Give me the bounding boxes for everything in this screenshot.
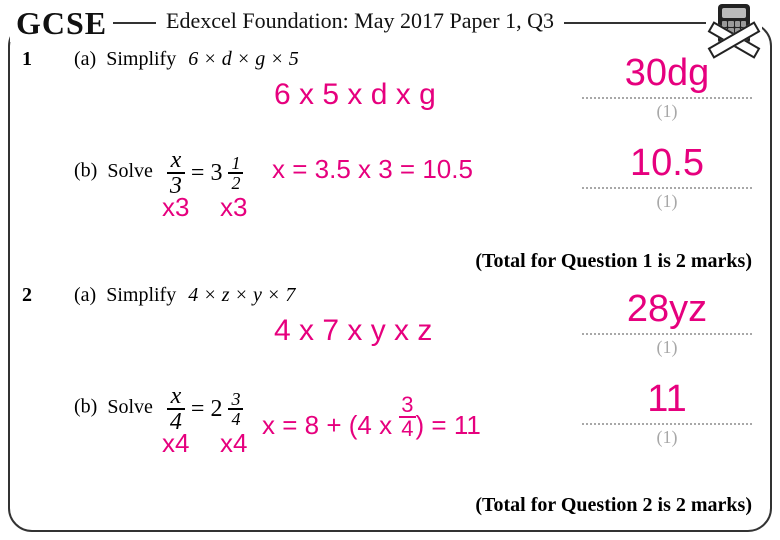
q1b-marks: (1) <box>582 191 752 212</box>
q2b-mult-right: x4 <box>220 428 247 459</box>
answer-line <box>582 333 752 335</box>
q2-part-b: (b) Solve x4 = 2 34 x4 x4 x = 8 + (4 x 3… <box>74 384 758 494</box>
q2a-prompt: Simplify <box>106 284 176 306</box>
q1b-label: (b) <box>74 160 97 182</box>
q2b-equation: x4 = 2 34 <box>167 384 244 434</box>
q2b-working: x = 8 + (4 x 34) = 11 <box>262 394 481 441</box>
q1b-prompt: Solve <box>107 160 153 182</box>
q1b-working: x = 3.5 x 3 = 10.5 <box>272 154 473 185</box>
question-2: 2 (a) Simplify 4 × z × y × 7 4 x 7 x y x… <box>22 284 758 524</box>
q1b-mult-left: x3 <box>162 192 189 223</box>
q1-part-b: (b) Solve x3 = 3 12 x3 x3 x = 3.5 x 3 = … <box>74 148 758 248</box>
q2-part-a: (a) Simplify 4 × z × y × 7 4 x 7 x y x z… <box>74 284 758 384</box>
q2b-answer-slot: 11 (1) <box>582 378 752 448</box>
q2b-working-post: ) = 11 <box>416 410 481 440</box>
q1-total: (Total for Question 1 is 2 marks) <box>475 250 752 273</box>
q2b-prompt: Solve <box>107 396 153 418</box>
q1a-marks: (1) <box>582 101 752 122</box>
q1a-answer-slot: 30dg (1) <box>582 52 752 122</box>
q1a-working: 6 x 5 x d x g <box>274 78 436 112</box>
question-1: 1 (a) Simplify 6 × d × g × 5 6 x 5 x d x… <box>22 48 758 278</box>
q1a-answer: 30dg <box>582 52 752 95</box>
q2-number: 2 <box>22 284 32 307</box>
q2b-rhs-whole: 2 <box>210 396 222 423</box>
q1b-mult-right: x3 <box>220 192 247 223</box>
content-area: 1 (a) Simplify 6 × d × g × 5 6 x 5 x d x… <box>22 48 758 526</box>
exam-title: Edexcel Foundation: May 2017 Paper 1, Q3 <box>156 8 564 34</box>
q2b-rhs-num: 3 <box>228 390 243 410</box>
q1b-answer-slot: 10.5 (1) <box>582 142 752 212</box>
q1b-answer: 10.5 <box>582 142 752 185</box>
q2b-marks: (1) <box>582 427 752 448</box>
q2a-answer-slot: 28yz (1) <box>582 288 752 358</box>
q1-number: 1 <box>22 48 32 71</box>
answer-line <box>582 187 752 189</box>
q1b-rhs-den: 2 <box>228 174 243 192</box>
q2a-expression: 4 × z × y × 7 <box>188 284 295 306</box>
q2a-answer: 28yz <box>582 288 752 331</box>
q2-total: (Total for Question 2 is 2 marks) <box>475 494 752 517</box>
q1-part-a: (a) Simplify 6 × d × g × 5 6 x 5 x d x g… <box>74 48 758 148</box>
q2a-label: (a) <box>74 284 96 306</box>
q1a-prompt: Simplify <box>106 48 176 70</box>
answer-line <box>582 97 752 99</box>
q1a-label: (a) <box>74 48 96 70</box>
q1a-expression: 6 × d × g × 5 <box>188 48 299 70</box>
q2b-lhs-num: x <box>167 384 185 410</box>
q2b-working-frac-d: 4 <box>399 418 415 440</box>
gcse-badge: GCSE <box>10 5 113 42</box>
answer-line <box>582 423 752 425</box>
q2a-working: 4 x 7 x y x z <box>274 314 432 348</box>
q2b-working-pre: x = 8 + (4 x <box>262 410 399 440</box>
q1b-lhs-num: x <box>167 148 185 174</box>
q2b-answer: 11 <box>582 378 752 421</box>
q1b-equation: x3 = 3 12 <box>167 148 244 198</box>
q1b-rhs-num: 1 <box>228 154 243 174</box>
q2b-working-frac-n: 3 <box>399 394 415 418</box>
q2b-rhs-den: 4 <box>228 410 243 428</box>
q2a-marks: (1) <box>582 337 752 358</box>
q1b-rhs-whole: 3 <box>210 160 222 187</box>
q2b-label: (b) <box>74 396 97 418</box>
q2b-mult-left: x4 <box>162 428 189 459</box>
